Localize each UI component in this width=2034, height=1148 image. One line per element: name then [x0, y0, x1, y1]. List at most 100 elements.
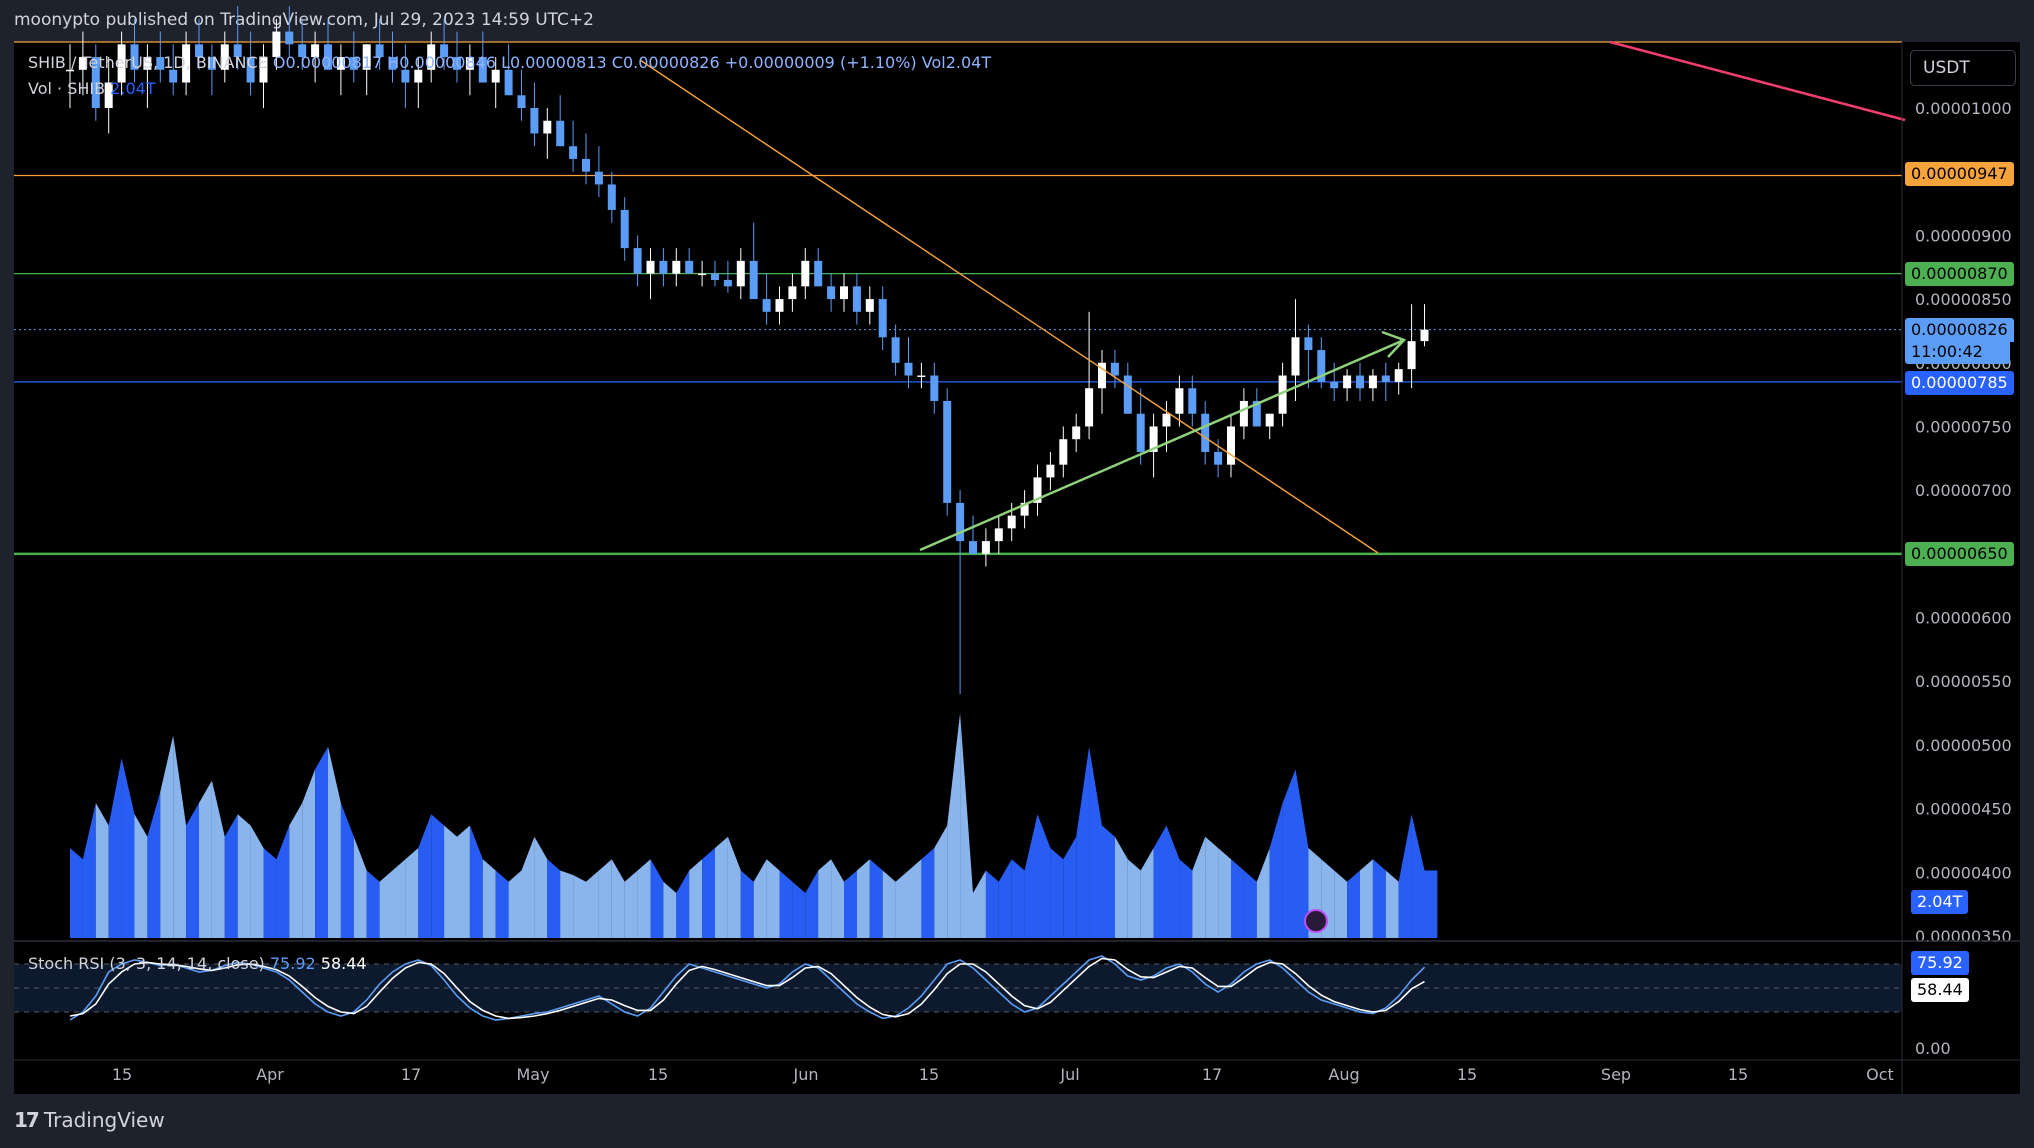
- candle-body: [1123, 375, 1132, 414]
- candle-body: [801, 260, 810, 287]
- lightning-icon: [1304, 909, 1328, 933]
- price-axis-tick: 0.00000450: [1915, 800, 2012, 819]
- volume-bar: [715, 836, 728, 938]
- candle-body: [594, 171, 603, 185]
- publisher-bar: moonypto published on TradingView.com, J…: [0, 0, 2034, 42]
- volume-bar: [895, 870, 909, 938]
- volume-bar: [934, 825, 948, 938]
- volume-bar: [960, 713, 973, 938]
- candle-body: [1059, 439, 1068, 465]
- volume-bar: [173, 735, 187, 938]
- volume-bar: [650, 859, 664, 938]
- volume-bar: [1334, 870, 1348, 938]
- currency-selector[interactable]: USDT: [1910, 50, 2016, 86]
- price-axis-tick: 0.00000350: [1915, 927, 2012, 946]
- candle-body: [401, 69, 410, 83]
- tv-logo-icon: 17: [14, 1108, 40, 1132]
- candle-body: [1149, 426, 1158, 452]
- ohlc-legend: SHIB / TetherUS, 1D, BINANCE O0.00000817…: [28, 53, 991, 72]
- volume-bar: [805, 870, 819, 938]
- volume-bar: [1011, 859, 1025, 938]
- volume-bar: [1037, 814, 1051, 938]
- price-axis-tick: 0.00000600: [1915, 609, 2012, 628]
- resistance-tag-947: 0.00000947: [1905, 162, 2014, 186]
- candle-body: [827, 286, 836, 300]
- volume-bar: [818, 859, 832, 938]
- candle-body: [1317, 350, 1326, 382]
- volume-bar: [405, 848, 419, 938]
- volume-bar: [95, 803, 109, 938]
- brand-name: TradingView: [43, 1108, 165, 1132]
- volume-bar: [1347, 870, 1360, 938]
- price-axis-tick: 0.00000850: [1915, 290, 2012, 309]
- volume-bar: [1102, 825, 1115, 938]
- candle-body: [207, 57, 216, 70]
- time-axis-tick: 15: [648, 1065, 668, 1084]
- projection-arrowhead: [1381, 330, 1407, 358]
- volume-bar: [1282, 769, 1296, 938]
- candle-body: [66, 69, 74, 72]
- candle-body: [427, 44, 436, 70]
- candle-body: [685, 260, 694, 274]
- volume-bar: [211, 780, 225, 938]
- volume-indicator-label[interactable]: Vol · SHIB: [28, 79, 106, 98]
- volume-bar: [199, 780, 212, 938]
- volume-bar: [702, 848, 715, 938]
- volume-bar: [418, 814, 432, 938]
- candle-body: [698, 273, 707, 276]
- upper-resistance-trendline: [1609, 40, 1906, 122]
- volume-bar: [147, 791, 161, 938]
- volume-bar: [1231, 859, 1244, 938]
- candle-body: [311, 44, 320, 58]
- candle-body: [1330, 381, 1339, 389]
- stoch-k-tag: 75.92: [1911, 951, 1969, 975]
- volume-bar: [869, 859, 883, 938]
- volume-bar: [108, 758, 122, 938]
- volume-bar: [973, 870, 986, 938]
- candle-body: [362, 44, 371, 70]
- candle-body: [840, 286, 848, 300]
- candle-body: [1343, 375, 1352, 389]
- volume-bar: [134, 814, 148, 938]
- candle-body: [865, 299, 874, 312]
- volume-bar: [856, 859, 870, 938]
- candle-body: [169, 69, 178, 83]
- candle-body: [440, 44, 449, 58]
- symbol-label[interactable]: SHIB / TetherUS, 1D, BINANCE: [28, 53, 268, 72]
- volume-bar: [598, 859, 612, 938]
- volume-bar: [1218, 848, 1231, 938]
- time-axis-tick: Aug: [1328, 1065, 1359, 1084]
- price-axis-tick: 0.00000550: [1915, 672, 2012, 691]
- volume-bar: [186, 803, 199, 938]
- volume-bar: [263, 848, 277, 938]
- candle-body: [736, 260, 745, 287]
- candle-body: [1188, 388, 1197, 414]
- candle-body: [1227, 426, 1235, 465]
- candle-body: [1291, 337, 1300, 376]
- volume-bar: [1050, 848, 1064, 938]
- volume-bar: [1205, 836, 1219, 938]
- price-axis-tick: 0.00000750: [1915, 417, 2012, 436]
- time-axis-tick: 15: [1728, 1065, 1748, 1084]
- volume-bar: [947, 713, 961, 938]
- volume-bar: [1166, 825, 1180, 938]
- candle-body: [1394, 369, 1403, 382]
- candle-body: [220, 44, 229, 70]
- time-axis-tick: May: [516, 1065, 549, 1084]
- candle-body: [904, 362, 913, 376]
- volume-bar: [573, 875, 586, 938]
- volume-bar: [547, 859, 561, 938]
- price-axis-tick: 0.00000400: [1915, 863, 2012, 882]
- time-axis-tick: 17: [401, 1065, 421, 1084]
- candle-body: [1214, 451, 1223, 465]
- stoch-rsi-label[interactable]: Stoch RSI (3, 3, 14, 14, close): [28, 954, 265, 973]
- candle-body: [1085, 388, 1094, 427]
- candle-body: [749, 260, 758, 300]
- high-value: H0.00000846: [387, 53, 496, 72]
- candle-body: [349, 57, 358, 70]
- volume-bar: [431, 814, 445, 938]
- tradingview-logo[interactable]: 17 TradingView: [14, 1108, 165, 1132]
- candle-body: [1265, 413, 1274, 427]
